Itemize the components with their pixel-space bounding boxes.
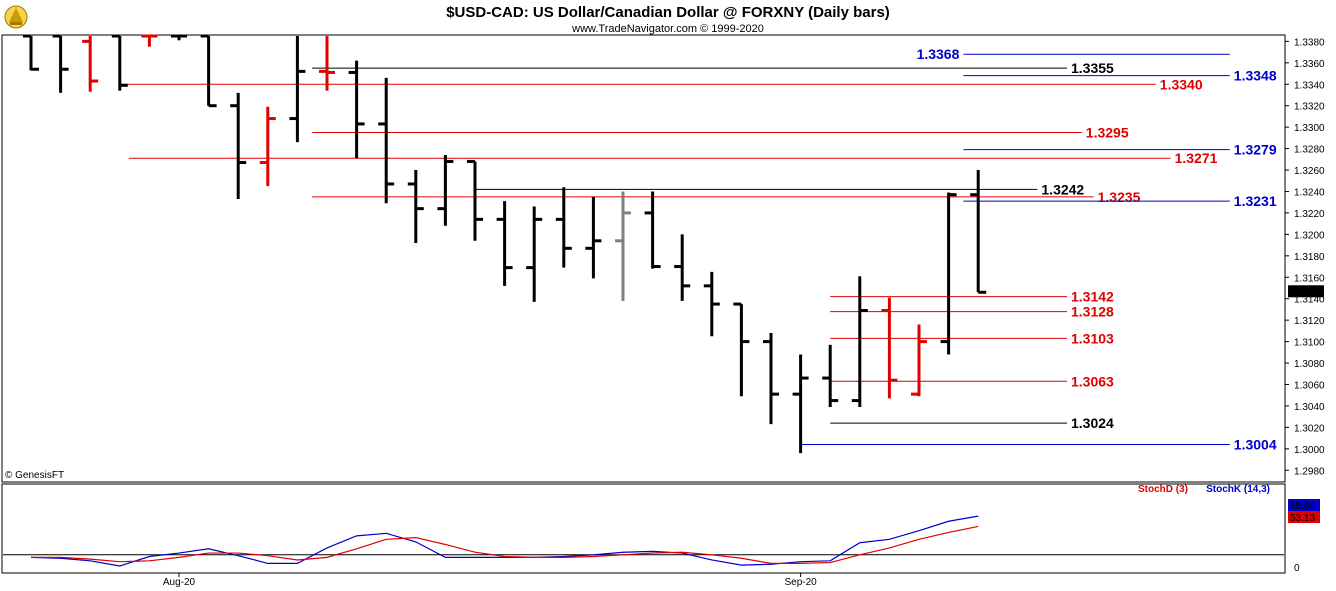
ohlc-bar <box>733 302 750 397</box>
ohlc-bar <box>171 34 187 41</box>
level-label: 1.3271 <box>1175 150 1218 166</box>
y-tick-label: 1.3160 <box>1294 273 1325 284</box>
level-label: 1.3235 <box>1098 189 1141 205</box>
y-tick-label: 1.3360 <box>1294 59 1325 70</box>
level-label: 1.3355 <box>1071 60 1114 76</box>
ohlc-bar <box>111 34 128 91</box>
ohlc-bar <box>911 324 927 397</box>
ohlc-bar <box>230 92 247 199</box>
y-tick-label: 1.3180 <box>1294 252 1325 263</box>
y-tick-label: 1.3240 <box>1294 187 1325 198</box>
y-tick-label: 1.3100 <box>1294 338 1325 349</box>
y-tick-label: 1.3040 <box>1294 402 1325 413</box>
ohlc-bar <box>703 271 720 337</box>
level-label: 1.3063 <box>1071 373 1114 389</box>
price-panel <box>1 34 1286 483</box>
level-lines: 1.3368 1.3355 1.3348 1.3340 1.3295 1.3279 1.32… <box>119 46 1277 453</box>
stochastic-panel <box>1 483 1286 574</box>
level-label: 1.3348 <box>1234 68 1277 84</box>
level-label: 1.3024 <box>1071 415 1114 431</box>
ohlc-bar <box>644 191 661 269</box>
y-tick-label: 1.3140 <box>1294 295 1325 306</box>
logo-icon <box>4 5 28 29</box>
y-tick-label: 1.3280 <box>1294 145 1325 156</box>
ohlc-bar <box>496 201 513 286</box>
ohlc-bar <box>289 36 306 143</box>
ohlc-bar <box>200 34 217 108</box>
ohlc-bar <box>319 36 335 91</box>
level-label: 1.3004 <box>1234 437 1277 453</box>
legend-stoch-k: StochK (14,3) <box>1206 484 1270 495</box>
ohlc-bar <box>822 344 839 408</box>
level-label: 1.3231 <box>1234 193 1277 209</box>
stoch-d-value-tag: 53.13 <box>1288 511 1320 524</box>
level-label: 1.3142 <box>1071 289 1114 305</box>
price-bars <box>23 34 987 454</box>
last-price-tag: 1.3146 <box>1288 285 1324 298</box>
stochastic-lines <box>3 515 1284 567</box>
stoch-axis-zero: 0 <box>1294 563 1300 574</box>
ohlc-bar <box>526 206 543 302</box>
ohlc-bar <box>555 187 572 268</box>
ohlc-bar <box>615 191 631 301</box>
stoch-k-value-tag: 65.04 <box>1288 499 1320 512</box>
y-tick-label: 1.3120 <box>1294 316 1325 327</box>
y-tick-label: 1.3080 <box>1294 359 1325 370</box>
y-tick-label: 1.3000 <box>1294 445 1325 456</box>
ohlc-bar <box>407 170 424 243</box>
ohlc-bar <box>141 34 158 47</box>
last-price-value: 1.3146 <box>1290 287 1321 298</box>
y-tick-label: 1.3340 <box>1294 80 1325 91</box>
level-label: 1.3368 <box>917 46 960 62</box>
ohlc-bar <box>437 155 454 226</box>
level-label: 1.3340 <box>1160 76 1203 92</box>
y-tick-label: 1.3320 <box>1294 102 1325 113</box>
stoch-series-line <box>31 525 979 565</box>
copyright-label: © GenesisFT <box>5 470 64 481</box>
date-axis: Aug-20 Sep-20 <box>163 573 817 588</box>
ohlc-bar <box>940 192 957 355</box>
y-tick-label: 1.2980 <box>1294 466 1325 477</box>
chart-title: $USD-CAD: US Dollar/Canadian Dollar @ FO… <box>446 4 890 21</box>
level-label: 1.3279 <box>1234 142 1277 158</box>
x-tick-label: Sep-20 <box>784 577 817 588</box>
y-tick-label: 1.3220 <box>1294 209 1325 220</box>
ohlc-bar <box>23 34 39 71</box>
chart-subtitle: www.TradeNavigator.com © 1999-2020 <box>571 23 764 35</box>
level-label: 1.3242 <box>1041 181 1084 197</box>
stoch-d-value: 53.13 <box>1290 513 1315 524</box>
ohlc-bar <box>881 297 898 399</box>
ohlc-bar <box>467 159 483 241</box>
ohlc-bar <box>851 276 868 408</box>
y-tick-label: 1.3200 <box>1294 230 1325 241</box>
ohlc-bar <box>52 34 69 93</box>
stoch-k-value: 65.04 <box>1290 501 1315 512</box>
ohlc-bar <box>970 170 987 294</box>
ohlc-bar <box>763 333 779 425</box>
level-label: 1.3103 <box>1071 330 1114 346</box>
level-label: 1.3295 <box>1086 125 1129 141</box>
ohlc-bar <box>674 234 691 301</box>
y-tick-label: 1.3060 <box>1294 380 1325 391</box>
ohlc-bar <box>82 36 99 92</box>
y-tick-label: 1.3300 <box>1294 123 1325 134</box>
stoch-series-line <box>30 515 979 567</box>
ohlc-bar <box>378 77 395 204</box>
x-tick-label: Aug-20 <box>163 577 196 588</box>
level-label: 1.3128 <box>1071 304 1114 320</box>
ohlc-bar <box>348 60 365 159</box>
ohlc-bar <box>792 354 809 454</box>
legend-stoch-d: StochD (3) <box>1138 484 1188 495</box>
ohlc-bar <box>259 106 276 187</box>
y-tick-label: 1.3260 <box>1294 166 1325 177</box>
y-tick-label: 1.3380 <box>1294 37 1325 48</box>
ohlc-bar <box>585 196 602 279</box>
y-tick-label: 1.3020 <box>1294 423 1325 434</box>
price-axis: 1.3380 1.3360 1.3340 1.3320 1.3300 1.3280 1.32… <box>1285 37 1325 477</box>
